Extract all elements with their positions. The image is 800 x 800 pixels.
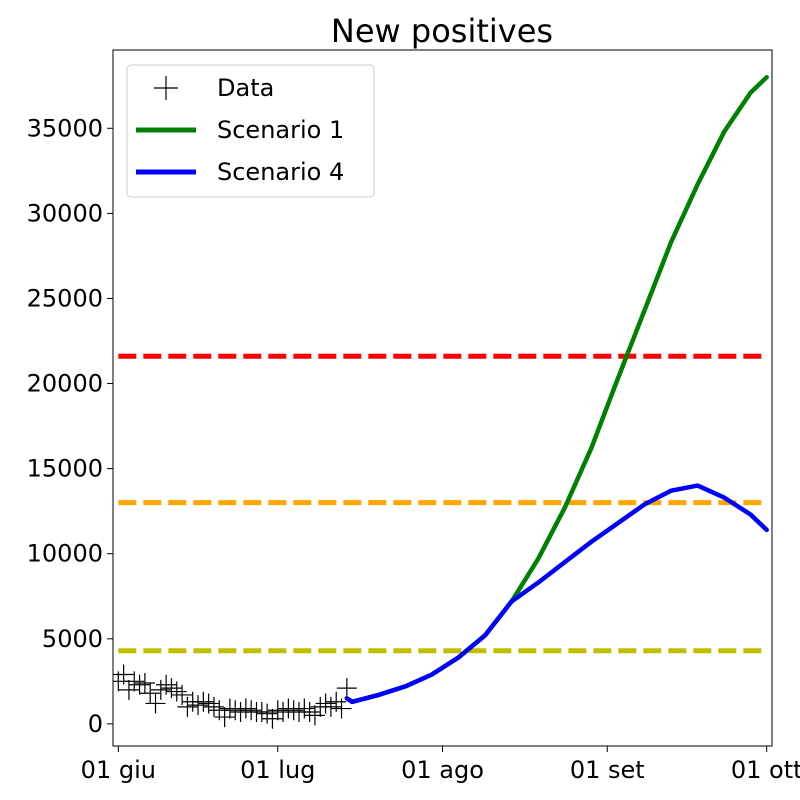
data-point xyxy=(140,683,161,704)
chart-title: New positives xyxy=(331,12,553,50)
data-point xyxy=(188,695,209,716)
y-tick-label: 0 xyxy=(88,710,103,738)
data-point xyxy=(129,674,150,695)
data-point xyxy=(134,673,155,694)
data-point xyxy=(251,701,272,722)
data-point xyxy=(336,678,357,699)
x-tick-label: 01 lug xyxy=(240,756,315,784)
data-point xyxy=(235,698,256,719)
legend-label-scenario1: Scenario 1 xyxy=(217,116,344,144)
data-point xyxy=(156,674,177,695)
data-point xyxy=(241,700,262,721)
legend-label-data: Data xyxy=(217,74,274,102)
data-point xyxy=(193,691,214,712)
y-tick-label: 10000 xyxy=(27,540,103,568)
legend-box xyxy=(126,64,375,198)
legend-marker-data xyxy=(154,76,178,100)
data-point xyxy=(161,678,182,699)
data-point xyxy=(172,684,193,705)
legend-label-scenario4: Scenario 4 xyxy=(217,158,344,186)
data-point xyxy=(315,693,336,714)
scenario4-line xyxy=(344,483,769,705)
x-tick-label: 01 set xyxy=(570,756,645,784)
data-point xyxy=(118,679,139,700)
legend: Data Scenario 1 Scenario 4 xyxy=(126,64,375,198)
data-point xyxy=(177,696,198,717)
data-point xyxy=(166,681,187,702)
data-point xyxy=(150,679,171,700)
data-point xyxy=(283,700,304,721)
data-point xyxy=(320,696,341,717)
data-point xyxy=(304,705,325,726)
data-point xyxy=(262,708,283,729)
data-point xyxy=(294,698,315,719)
y-tick-label: 35000 xyxy=(27,114,103,142)
x-tick-label: 01 ott xyxy=(731,756,800,784)
x-axis: 01 giu 01 lug 01 ago 01 set 01 ott xyxy=(81,746,800,784)
data-point xyxy=(331,698,352,719)
x-tick-label: 01 giu xyxy=(81,756,156,784)
data-point xyxy=(257,703,278,724)
data-point xyxy=(214,707,235,728)
y-tick-label: 15000 xyxy=(27,455,103,483)
data-point xyxy=(145,693,166,714)
x-tick-label: 01 ago xyxy=(401,756,484,784)
y-axis: 0 5000 10000 15000 20000 25000 30000 35000 xyxy=(27,114,113,738)
data-point xyxy=(113,664,134,685)
y-tick-label: 20000 xyxy=(27,370,103,398)
scenario1-line xyxy=(344,74,769,705)
y-tick-label: 5000 xyxy=(42,625,103,653)
data-point xyxy=(203,696,224,717)
data-point xyxy=(299,701,320,722)
plot-area xyxy=(113,74,769,729)
data-point xyxy=(124,671,145,692)
y-tick-label: 25000 xyxy=(27,284,103,312)
data-point xyxy=(198,693,219,714)
y-tick-label: 30000 xyxy=(27,199,103,227)
